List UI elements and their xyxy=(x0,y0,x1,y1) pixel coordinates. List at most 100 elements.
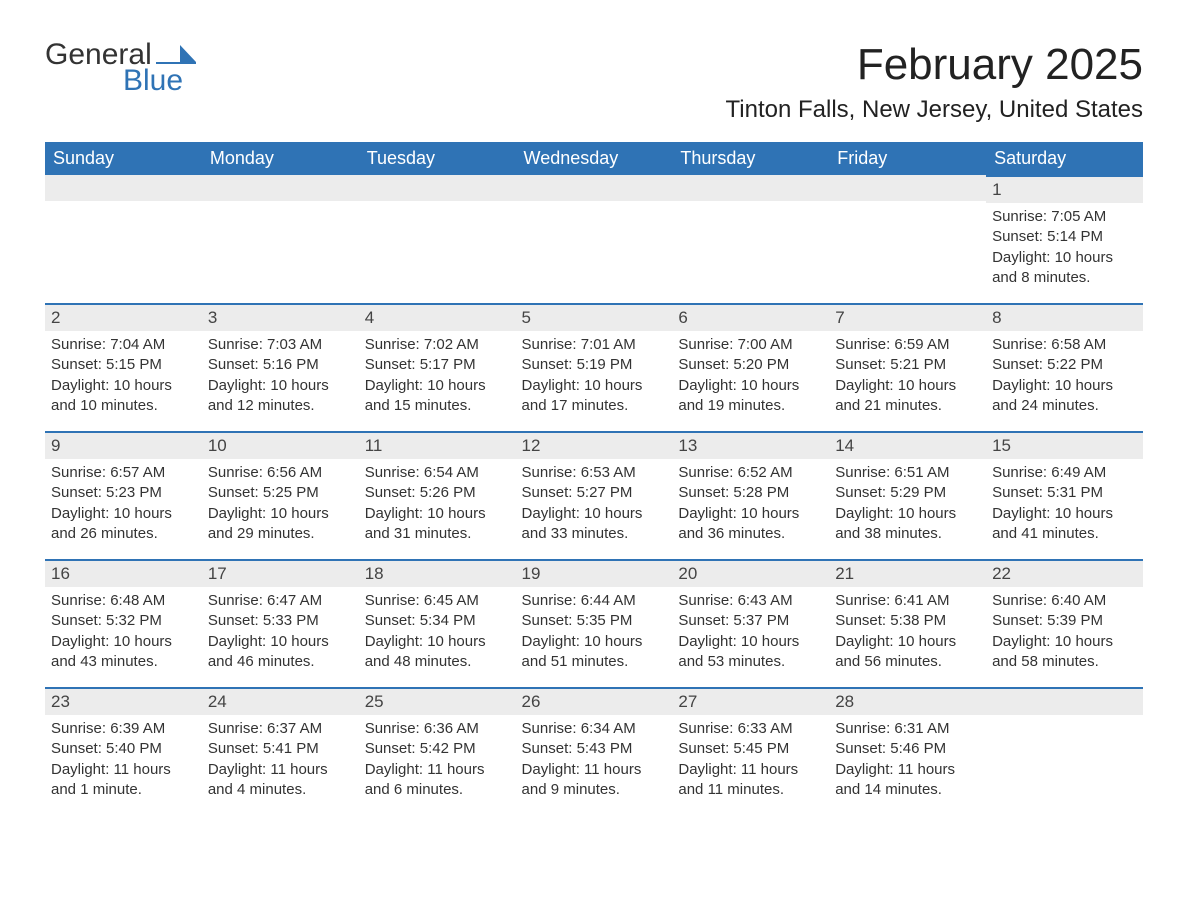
sunset-text: Sunset: 5:37 PM xyxy=(678,611,823,631)
day-number: 4 xyxy=(359,303,516,331)
daylight-text: Daylight: 10 hours and 17 minutes. xyxy=(522,376,667,417)
day-number: 5 xyxy=(516,303,673,331)
calendar-day-cell: 23Sunrise: 6:39 AMSunset: 5:40 PMDayligh… xyxy=(45,687,202,815)
sunrise-text: Sunrise: 6:56 AM xyxy=(208,463,353,483)
sunrise-text: Sunrise: 6:47 AM xyxy=(208,591,353,611)
calendar-day-cell: 28Sunrise: 6:31 AMSunset: 5:46 PMDayligh… xyxy=(829,687,986,815)
sunrise-text: Sunrise: 6:51 AM xyxy=(835,463,980,483)
sunset-text: Sunset: 5:27 PM xyxy=(522,483,667,503)
day-details: Sunrise: 6:52 AMSunset: 5:28 PMDaylight:… xyxy=(672,459,829,550)
calendar-day-cell: 19Sunrise: 6:44 AMSunset: 5:35 PMDayligh… xyxy=(516,559,673,687)
location-subtitle: Tinton Falls, New Jersey, United States xyxy=(726,96,1144,124)
sunrise-text: Sunrise: 6:40 AM xyxy=(992,591,1137,611)
sunset-text: Sunset: 5:38 PM xyxy=(835,611,980,631)
calendar-day-cell: 21Sunrise: 6:41 AMSunset: 5:38 PMDayligh… xyxy=(829,559,986,687)
weekday-header: Thursday xyxy=(672,142,829,175)
daylight-text: Daylight: 10 hours and 31 minutes. xyxy=(365,504,510,545)
sunset-text: Sunset: 5:23 PM xyxy=(51,483,196,503)
daylight-text: Daylight: 10 hours and 24 minutes. xyxy=(992,376,1137,417)
day-details: Sunrise: 7:04 AMSunset: 5:15 PMDaylight:… xyxy=(45,331,202,422)
sunset-text: Sunset: 5:21 PM xyxy=(835,355,980,375)
day-number: 12 xyxy=(516,431,673,459)
calendar-day-cell: 16Sunrise: 6:48 AMSunset: 5:32 PMDayligh… xyxy=(45,559,202,687)
day-details: Sunrise: 7:00 AMSunset: 5:20 PMDaylight:… xyxy=(672,331,829,422)
sunset-text: Sunset: 5:41 PM xyxy=(208,739,353,759)
daylight-text: Daylight: 10 hours and 29 minutes. xyxy=(208,504,353,545)
calendar-week-row: 9Sunrise: 6:57 AMSunset: 5:23 PMDaylight… xyxy=(45,431,1143,559)
sunset-text: Sunset: 5:46 PM xyxy=(835,739,980,759)
day-number: 24 xyxy=(202,687,359,715)
weekday-header-row: SundayMondayTuesdayWednesdayThursdayFrid… xyxy=(45,142,1143,175)
empty-day-strip xyxy=(359,175,516,201)
day-number: 16 xyxy=(45,559,202,587)
sunrise-text: Sunrise: 6:57 AM xyxy=(51,463,196,483)
weekday-header: Monday xyxy=(202,142,359,175)
day-number: 8 xyxy=(986,303,1143,331)
day-details: Sunrise: 6:34 AMSunset: 5:43 PMDaylight:… xyxy=(516,715,673,806)
calendar-day-cell: 20Sunrise: 6:43 AMSunset: 5:37 PMDayligh… xyxy=(672,559,829,687)
sunrise-text: Sunrise: 6:44 AM xyxy=(522,591,667,611)
sunset-text: Sunset: 5:25 PM xyxy=(208,483,353,503)
day-details: Sunrise: 7:05 AMSunset: 5:14 PMDaylight:… xyxy=(986,203,1143,294)
calendar-week-row: 16Sunrise: 6:48 AMSunset: 5:32 PMDayligh… xyxy=(45,559,1143,687)
daylight-text: Daylight: 10 hours and 53 minutes. xyxy=(678,632,823,673)
calendar-empty-cell xyxy=(829,175,986,303)
day-details: Sunrise: 6:56 AMSunset: 5:25 PMDaylight:… xyxy=(202,459,359,550)
sunrise-text: Sunrise: 6:34 AM xyxy=(522,719,667,739)
daylight-text: Daylight: 10 hours and 15 minutes. xyxy=(365,376,510,417)
day-details: Sunrise: 7:01 AMSunset: 5:19 PMDaylight:… xyxy=(516,331,673,422)
sunrise-text: Sunrise: 7:01 AM xyxy=(522,335,667,355)
calendar-empty-cell xyxy=(45,175,202,303)
day-number: 2 xyxy=(45,303,202,331)
daylight-text: Daylight: 11 hours and 14 minutes. xyxy=(835,760,980,801)
calendar-table: SundayMondayTuesdayWednesdayThursdayFrid… xyxy=(45,142,1143,815)
day-details: Sunrise: 6:41 AMSunset: 5:38 PMDaylight:… xyxy=(829,587,986,678)
calendar-empty-cell xyxy=(986,687,1143,815)
day-number: 18 xyxy=(359,559,516,587)
day-details: Sunrise: 6:57 AMSunset: 5:23 PMDaylight:… xyxy=(45,459,202,550)
sunrise-text: Sunrise: 6:41 AM xyxy=(835,591,980,611)
empty-day-strip xyxy=(45,175,202,201)
daylight-text: Daylight: 10 hours and 38 minutes. xyxy=(835,504,980,545)
day-details: Sunrise: 6:31 AMSunset: 5:46 PMDaylight:… xyxy=(829,715,986,806)
calendar-day-cell: 1Sunrise: 7:05 AMSunset: 5:14 PMDaylight… xyxy=(986,175,1143,303)
day-details: Sunrise: 6:45 AMSunset: 5:34 PMDaylight:… xyxy=(359,587,516,678)
sunrise-text: Sunrise: 6:48 AM xyxy=(51,591,196,611)
daylight-text: Daylight: 11 hours and 4 minutes. xyxy=(208,760,353,801)
sunset-text: Sunset: 5:16 PM xyxy=(208,355,353,375)
daylight-text: Daylight: 10 hours and 56 minutes. xyxy=(835,632,980,673)
day-details: Sunrise: 6:37 AMSunset: 5:41 PMDaylight:… xyxy=(202,715,359,806)
calendar-day-cell: 5Sunrise: 7:01 AMSunset: 5:19 PMDaylight… xyxy=(516,303,673,431)
empty-day-strip xyxy=(516,175,673,201)
sunset-text: Sunset: 5:45 PM xyxy=(678,739,823,759)
calendar-day-cell: 11Sunrise: 6:54 AMSunset: 5:26 PMDayligh… xyxy=(359,431,516,559)
calendar-empty-cell xyxy=(516,175,673,303)
month-title: February 2025 xyxy=(726,40,1144,90)
daylight-text: Daylight: 10 hours and 33 minutes. xyxy=(522,504,667,545)
day-number: 6 xyxy=(672,303,829,331)
day-number: 19 xyxy=(516,559,673,587)
daylight-text: Daylight: 11 hours and 6 minutes. xyxy=(365,760,510,801)
day-number: 17 xyxy=(202,559,359,587)
sunset-text: Sunset: 5:28 PM xyxy=(678,483,823,503)
calendar-day-cell: 6Sunrise: 7:00 AMSunset: 5:20 PMDaylight… xyxy=(672,303,829,431)
day-number: 22 xyxy=(986,559,1143,587)
sunrise-text: Sunrise: 7:00 AM xyxy=(678,335,823,355)
daylight-text: Daylight: 10 hours and 41 minutes. xyxy=(992,504,1137,545)
calendar-day-cell: 25Sunrise: 6:36 AMSunset: 5:42 PMDayligh… xyxy=(359,687,516,815)
calendar-day-cell: 7Sunrise: 6:59 AMSunset: 5:21 PMDaylight… xyxy=(829,303,986,431)
calendar-day-cell: 2Sunrise: 7:04 AMSunset: 5:15 PMDaylight… xyxy=(45,303,202,431)
sunrise-text: Sunrise: 6:58 AM xyxy=(992,335,1137,355)
weekday-header: Sunday xyxy=(45,142,202,175)
sunrise-text: Sunrise: 7:02 AM xyxy=(365,335,510,355)
calendar-day-cell: 3Sunrise: 7:03 AMSunset: 5:16 PMDaylight… xyxy=(202,303,359,431)
empty-day-strip xyxy=(202,175,359,201)
daylight-text: Daylight: 10 hours and 19 minutes. xyxy=(678,376,823,417)
brand-logo: General Blue xyxy=(45,40,196,96)
calendar-day-cell: 10Sunrise: 6:56 AMSunset: 5:25 PMDayligh… xyxy=(202,431,359,559)
calendar-week-row: 2Sunrise: 7:04 AMSunset: 5:15 PMDaylight… xyxy=(45,303,1143,431)
daylight-text: Daylight: 10 hours and 26 minutes. xyxy=(51,504,196,545)
daylight-text: Daylight: 10 hours and 58 minutes. xyxy=(992,632,1137,673)
day-details: Sunrise: 6:40 AMSunset: 5:39 PMDaylight:… xyxy=(986,587,1143,678)
empty-day-strip xyxy=(829,175,986,201)
